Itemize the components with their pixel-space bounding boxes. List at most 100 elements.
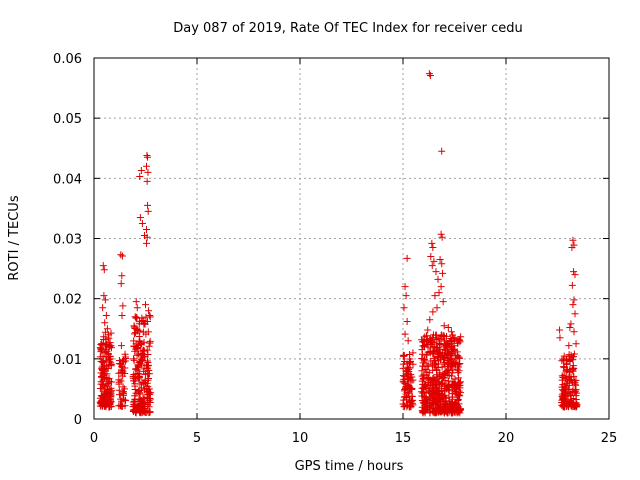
data-point <box>146 337 154 345</box>
data-point <box>568 281 576 289</box>
y-tick-label: 0.02 <box>53 293 82 308</box>
data-point <box>116 360 124 368</box>
data-point <box>426 339 434 347</box>
data-point <box>439 269 447 277</box>
data-point <box>132 314 140 322</box>
data-point <box>404 337 412 345</box>
data-point <box>408 392 416 400</box>
data-point <box>142 330 150 338</box>
data-point <box>432 395 440 403</box>
data-point <box>425 70 433 78</box>
data-point <box>435 407 443 415</box>
data-point <box>444 324 452 332</box>
data-point <box>107 378 115 386</box>
data-point <box>143 151 151 159</box>
data-point <box>559 402 567 410</box>
data-point <box>565 373 573 381</box>
data-point <box>400 360 408 368</box>
data-point <box>447 328 455 336</box>
data-point <box>422 393 430 401</box>
data-point <box>564 385 572 393</box>
data-point <box>439 401 447 409</box>
data-point <box>137 399 145 407</box>
data-point <box>441 347 449 355</box>
data-point <box>121 396 129 404</box>
data-point <box>97 392 105 400</box>
data-point <box>96 353 104 361</box>
data-point <box>569 395 577 403</box>
data-point <box>456 378 464 386</box>
data-point <box>442 332 450 340</box>
data-point <box>142 384 150 392</box>
data-point <box>428 400 436 408</box>
data-point <box>420 362 428 370</box>
data-point <box>420 337 428 345</box>
data-point <box>101 296 109 304</box>
data-point <box>130 356 138 364</box>
data-point <box>434 275 442 283</box>
data-point <box>106 391 114 399</box>
data-point <box>399 372 407 380</box>
data-point <box>135 404 143 412</box>
data-point <box>144 201 152 209</box>
data-point <box>409 360 417 368</box>
data-point <box>455 367 463 375</box>
data-point <box>434 364 442 372</box>
data-point <box>429 308 437 316</box>
data-point <box>440 322 448 330</box>
y-tick-label: 0.03 <box>53 233 82 248</box>
data-point <box>146 395 154 403</box>
data-point <box>439 298 447 306</box>
data-point <box>143 239 151 247</box>
data-point <box>131 406 139 414</box>
data-point <box>130 337 138 345</box>
data-point <box>138 219 146 227</box>
data-point <box>566 365 574 373</box>
data-point <box>143 407 151 415</box>
data-point <box>400 378 408 386</box>
data-point <box>561 382 569 390</box>
data-point <box>99 398 107 406</box>
data-point <box>435 289 443 297</box>
data-point <box>558 399 566 407</box>
data-point <box>448 369 456 377</box>
data-point <box>455 374 463 382</box>
data-point <box>439 374 447 382</box>
data-point <box>401 330 409 338</box>
data-point <box>428 334 436 342</box>
data-point <box>102 312 110 320</box>
data-point <box>569 236 577 244</box>
data-point <box>104 399 112 407</box>
data-point <box>431 346 439 354</box>
data-point <box>133 351 141 359</box>
data-point <box>143 177 151 185</box>
data-point <box>144 207 152 215</box>
data-point <box>568 399 576 407</box>
data-point <box>142 361 150 369</box>
data-point <box>146 408 154 416</box>
data-point <box>100 266 108 274</box>
data-point <box>405 359 413 367</box>
data-point <box>117 377 125 385</box>
data-point <box>99 304 107 312</box>
data-point <box>560 387 568 395</box>
data-point <box>425 369 433 377</box>
data-point <box>136 173 144 181</box>
data-point <box>117 368 125 376</box>
data-point <box>132 365 140 373</box>
data-point <box>572 403 580 411</box>
data-point <box>421 380 429 388</box>
data-point <box>132 298 140 306</box>
data-point <box>426 347 434 355</box>
data-point <box>420 393 428 401</box>
data-point <box>118 272 126 280</box>
data-point <box>562 360 570 368</box>
data-point <box>115 391 123 399</box>
data-point <box>431 389 439 397</box>
data-point <box>117 251 125 259</box>
data-point <box>119 402 127 410</box>
data-point <box>117 280 125 288</box>
axis-ticks: 0 5 10 15 20 25 0 0.01 0.02 0.03 0.04 0.05 0.06 <box>53 52 617 446</box>
data-point <box>140 320 148 328</box>
data-point <box>401 283 409 291</box>
